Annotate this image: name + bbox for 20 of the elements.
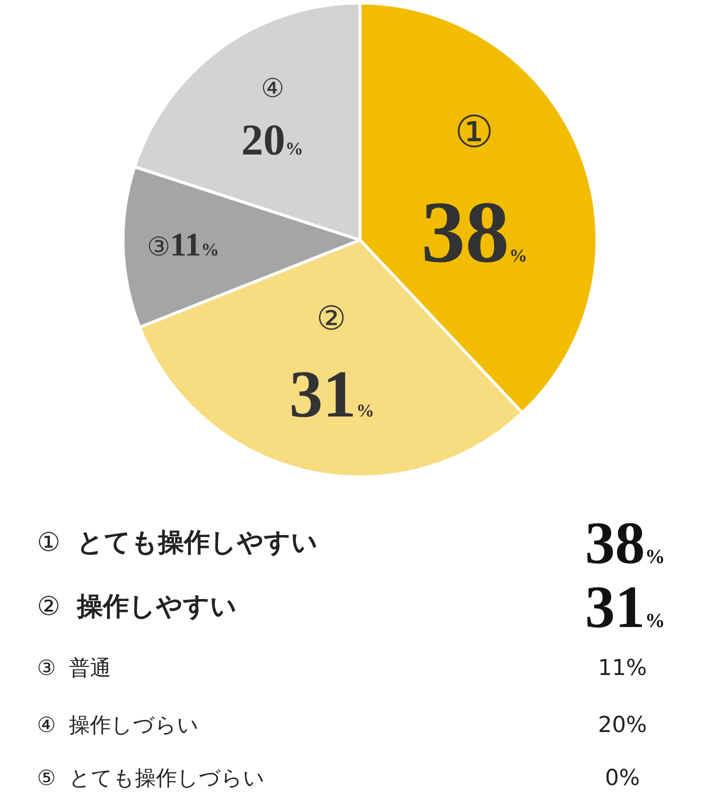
category-label: ⑤ とても操作しづらい bbox=[37, 766, 266, 790]
slice-label: ① bbox=[454, 108, 494, 158]
category-label: ② bbox=[37, 592, 60, 622]
text: とても操作しやすい bbox=[76, 528, 318, 558]
data-label: 38% bbox=[421, 184, 528, 282]
text: 11% bbox=[598, 656, 647, 681]
text: 31% bbox=[585, 574, 665, 640]
text: 操作しやすい bbox=[76, 592, 237, 622]
slice-label: ③ bbox=[146, 232, 170, 262]
text: 20% bbox=[598, 713, 647, 738]
slice-label: ② bbox=[316, 302, 347, 338]
category-label: ① bbox=[37, 528, 60, 558]
text: 0% bbox=[605, 766, 640, 791]
data-label: 20% bbox=[241, 115, 304, 164]
data-label: 11% bbox=[170, 228, 220, 264]
data-label: 31% bbox=[289, 358, 374, 432]
category-label: ③ 普通 bbox=[37, 656, 112, 680]
category-label: ④ 操作しづらい bbox=[37, 713, 200, 737]
slice-label: ④ bbox=[260, 74, 284, 104]
text: 38% bbox=[585, 510, 665, 576]
